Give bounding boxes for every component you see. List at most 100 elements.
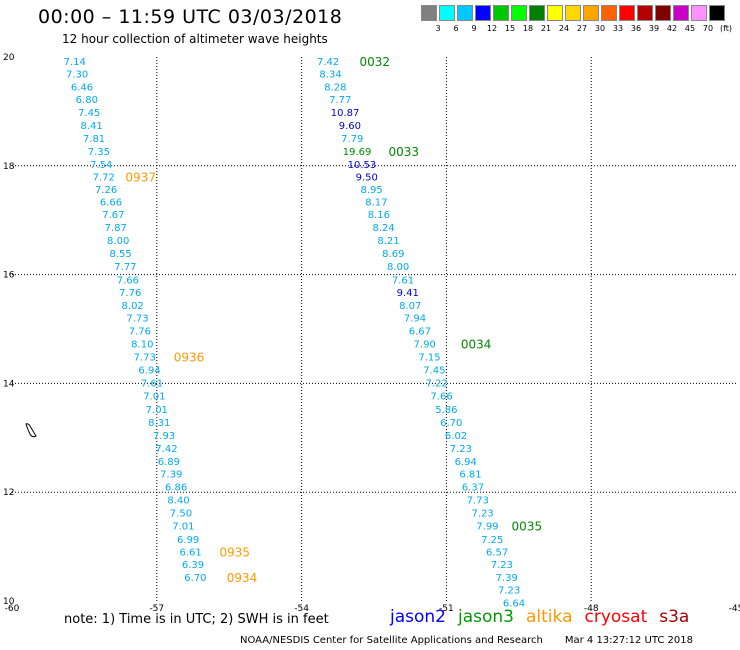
- wave-height-value: 8.10: [131, 339, 153, 350]
- wave-height-value: 7.76: [129, 326, 151, 337]
- wave-height-value: 7.94: [404, 313, 426, 324]
- chart-title: 00:00 – 11:59 UTC 03/03/2018: [38, 6, 343, 28]
- color-swatch: [673, 5, 689, 21]
- color-swatch: [457, 5, 473, 21]
- color-scale-label: 39: [648, 24, 660, 33]
- wave-height-value: 6.57: [486, 547, 508, 558]
- wave-height-value: 8.00: [107, 236, 129, 247]
- wave-height-value: 7.15: [418, 353, 440, 364]
- mission-legend: jason2 jason3 altika cryosat s3a: [390, 607, 701, 627]
- wave-height-value: 6.70: [440, 418, 462, 429]
- wave-height-value: 7.23: [491, 560, 513, 571]
- wave-height-value: 7.90: [414, 339, 436, 350]
- wave-height-value: 8.02: [122, 301, 144, 312]
- pass-time-label: 0936: [174, 351, 205, 365]
- wave-height-value: 10.87: [331, 108, 360, 119]
- wave-height-value: 8.95: [360, 185, 382, 196]
- color-scale-label: 9: [471, 24, 477, 33]
- y-tick-label: 14: [3, 379, 15, 389]
- legend-cryosat: cryosat: [584, 607, 648, 627]
- wave-height-value: 8.69: [382, 249, 404, 260]
- wave-height-value: 6.67: [409, 326, 431, 337]
- x-tick-label: -57: [149, 604, 164, 614]
- x-tick-label: -60: [5, 604, 20, 614]
- color-swatch: [511, 5, 527, 21]
- wave-height-value: 7.01: [146, 405, 168, 416]
- wave-height-value: 6.02: [445, 431, 467, 442]
- color-scale-label: 33: [612, 24, 624, 33]
- wave-height-value: 7.42: [155, 444, 177, 455]
- color-scale-label: 24: [558, 24, 570, 33]
- wave-height-value: 7.79: [341, 134, 363, 145]
- note-text: note: 1) Time is in UTC; 2) SWH is in fe…: [64, 612, 329, 627]
- wave-height-value: 9.60: [339, 121, 361, 132]
- wave-height-value: 19.69: [343, 147, 372, 158]
- wave-height-value: 6.89: [158, 457, 180, 468]
- color-swatch: [637, 5, 653, 21]
- pass-time-label: 0935: [220, 545, 251, 559]
- credit-line: NOAA/NESDIS Center for Satellite Applica…: [240, 635, 693, 646]
- y-tick-label: 10: [3, 597, 15, 607]
- color-scale-label: (ft): [719, 24, 733, 33]
- wave-height-value: 8.16: [368, 210, 390, 221]
- y-tick-label: 18: [3, 162, 15, 172]
- wave-height-value: 7.23: [498, 585, 520, 596]
- data-marks: 7.14 7.30 6.466.80 7.45 8.41 7.81 7.35 7.547.72…: [64, 55, 542, 609]
- wave-height-value: 7.66: [430, 392, 452, 403]
- pass-time-label: 0937: [125, 170, 156, 184]
- color-scale-label: 21: [540, 24, 552, 33]
- wave-height-value: 7.45: [423, 366, 445, 377]
- pass-time-label: 0035: [512, 520, 543, 534]
- wave-height-value: 6.86: [165, 483, 187, 494]
- x-tick-label: -48: [584, 604, 599, 614]
- color-scale-label: 6: [453, 24, 459, 33]
- wave-height-value: 7.54: [90, 160, 112, 171]
- wave-height-value: 7.73: [134, 353, 156, 364]
- wave-height-value: 6.80: [76, 95, 98, 106]
- color-swatch: [547, 5, 563, 21]
- pass-time-label: 0033: [388, 145, 419, 159]
- legend-altika: altika: [526, 607, 573, 627]
- wave-height-value: 8.28: [324, 83, 346, 94]
- color-swatch: [691, 5, 707, 21]
- y-tick-label: 20: [3, 53, 15, 63]
- axis-ticks: -60 -57 -54 -51 -48 -45 10 12 14 16 18 20: [3, 53, 740, 614]
- wave-height-value: 7.99: [476, 522, 498, 533]
- wave-height-value: 7.76: [119, 288, 141, 299]
- wave-height-value: 7.01: [143, 392, 165, 403]
- chart-subtitle: 12 hour collection of altimeter wave hei…: [62, 32, 328, 46]
- wave-height-value: 7.61: [392, 275, 414, 286]
- wave-height-value: 7.23: [450, 444, 472, 455]
- wave-height-value: 8.40: [167, 496, 189, 507]
- wave-height-value: 8.55: [109, 249, 131, 260]
- wave-height-value: 7.73: [126, 313, 148, 324]
- color-swatch: [601, 5, 617, 21]
- color-scale-label: 45: [684, 24, 696, 33]
- island-outline: [25, 423, 37, 438]
- pass-time-label: 0034: [461, 337, 492, 351]
- wave-height-value: 8.17: [365, 198, 387, 209]
- color-scale-label: 15: [504, 24, 516, 33]
- x-tick-label: -51: [439, 604, 454, 614]
- color-swatch: [529, 5, 545, 21]
- wave-height-value: 6.61: [179, 547, 201, 558]
- color-scale-label: 42: [666, 24, 678, 33]
- color-swatch: [493, 5, 509, 21]
- wave-height-value: 8.31: [148, 418, 170, 429]
- color-scale-label: 12: [486, 24, 498, 33]
- wave-height-value: 8.41: [81, 121, 103, 132]
- y-tick-label: 16: [3, 271, 15, 281]
- y-tick-label: 12: [3, 488, 14, 498]
- color-swatch: [475, 5, 491, 21]
- wave-height-value: 7.77: [114, 262, 136, 273]
- color-scale-label: 36: [630, 24, 642, 33]
- wave-height-value: 7.72: [93, 172, 115, 183]
- wave-height-value: 8.24: [373, 223, 395, 234]
- wave-height-value: 7.30: [66, 70, 88, 81]
- wave-height-value: 9.41: [397, 288, 419, 299]
- wave-height-value: 7.25: [481, 535, 503, 546]
- x-tick-label: -54: [294, 604, 309, 614]
- wave-height-value: 7.66: [117, 275, 139, 286]
- legend-jason2: jason2: [390, 607, 446, 627]
- color-scale-label: 27: [576, 24, 588, 33]
